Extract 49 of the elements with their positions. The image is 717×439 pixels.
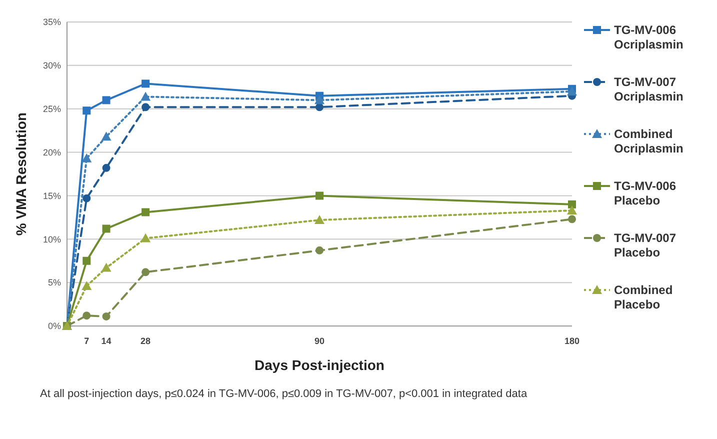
x-axis-title: Days Post-injection: [254, 357, 384, 373]
point: [568, 200, 576, 208]
legend-label: Combined Ocriplasmin: [614, 127, 684, 156]
legend-label: TG-MV-006 Placebo: [614, 179, 676, 208]
legend-label: TG-MV-007 Placebo: [614, 231, 676, 260]
point: [101, 262, 112, 272]
point: [82, 153, 92, 162]
text: At all post-injection days, p≤0.024 in TG-MV-006, p≤0.009 in TG-MV-007, p<0.001 in integrated data: [40, 387, 528, 402]
y-tick-label: 20%: [42, 147, 61, 158]
x-tick-label: 14: [101, 336, 112, 346]
point: [82, 106, 91, 115]
y-tick-label: 10%: [42, 234, 61, 244]
point: [82, 194, 91, 202]
y-tick-label: 35%: [42, 17, 61, 28]
point: [142, 103, 150, 112]
x-tick-label: 7: [84, 336, 90, 346]
point: [142, 208, 150, 216]
point: [568, 215, 576, 224]
y-tick-label: 25%: [42, 104, 61, 114]
x-tick-label: 90: [314, 336, 325, 346]
point: [102, 96, 110, 104]
point: [314, 215, 324, 224]
y-tick-label: 5%: [48, 278, 61, 288]
point: [142, 80, 150, 88]
point: [82, 281, 92, 290]
y-tick-label: 30%: [42, 60, 61, 71]
y-tick-label: 0%: [48, 321, 61, 332]
point: [82, 312, 91, 320]
y-tick-label: 15%: [42, 190, 61, 201]
x-tick-label: 180: [564, 336, 580, 346]
point: [102, 312, 110, 320]
legend-label: TG-MV-006 Ocriplasmin: [614, 23, 684, 52]
point: [142, 268, 150, 276]
point: [140, 92, 151, 101]
y-axis-title: % VMA Resolution: [13, 112, 29, 236]
point: [82, 256, 91, 265]
point: [567, 86, 577, 96]
point: [316, 103, 324, 112]
point: [567, 205, 577, 214]
legend-label: Combined Placebo: [614, 283, 673, 312]
x-tick-label: 28: [140, 336, 151, 346]
point: [314, 95, 324, 104]
legend-label: TG-MV-007 Ocriplasmin: [614, 75, 684, 104]
point: [316, 192, 324, 200]
point: [140, 233, 151, 242]
point: [101, 132, 112, 141]
point: [102, 164, 110, 172]
point: [316, 246, 324, 254]
point: [102, 224, 110, 233]
